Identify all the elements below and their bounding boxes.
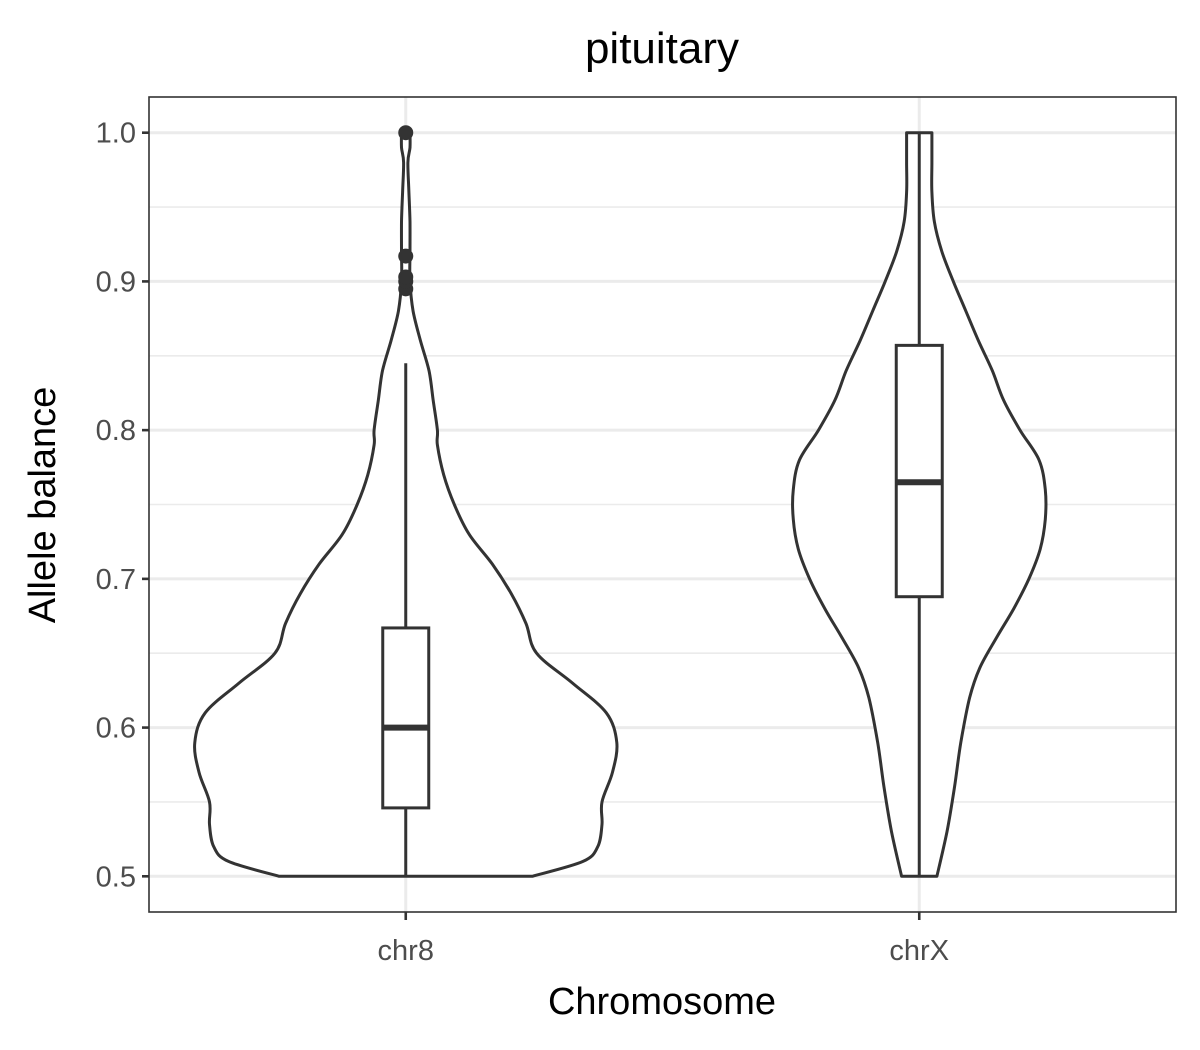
y-axis-title: Allele balance <box>22 387 64 624</box>
box-chr8 <box>381 626 431 810</box>
boxplots <box>381 132 944 877</box>
y-tick-label: 1.0 <box>96 118 136 150</box>
y-axis: 0.5 0.6 0.7 0.8 0.9 1.0 <box>96 118 149 893</box>
outlier-point-chr8 <box>398 248 414 264</box>
y-tick-label: 0.5 <box>96 861 136 893</box>
outlier-point-chr8 <box>398 269 414 285</box>
y-tick-label: 0.7 <box>96 564 136 596</box>
outlier-point-chr8 <box>398 125 414 141</box>
y-tick-label: 0.6 <box>96 713 136 745</box>
x-axis-title: Chromosome <box>548 981 776 1023</box>
outlier-points <box>398 125 414 297</box>
plot-panel-border <box>148 96 1177 913</box>
y-tick-label: 0.8 <box>96 415 136 447</box>
x-axis: chr8 chrX <box>378 912 949 967</box>
chart-title: pituitary <box>585 24 739 73</box>
x-tick-label: chrX <box>889 935 949 967</box>
x-tick-label: chr8 <box>378 935 434 967</box>
y-tick-label: 0.9 <box>96 266 136 298</box>
box-chrX <box>894 343 944 599</box>
